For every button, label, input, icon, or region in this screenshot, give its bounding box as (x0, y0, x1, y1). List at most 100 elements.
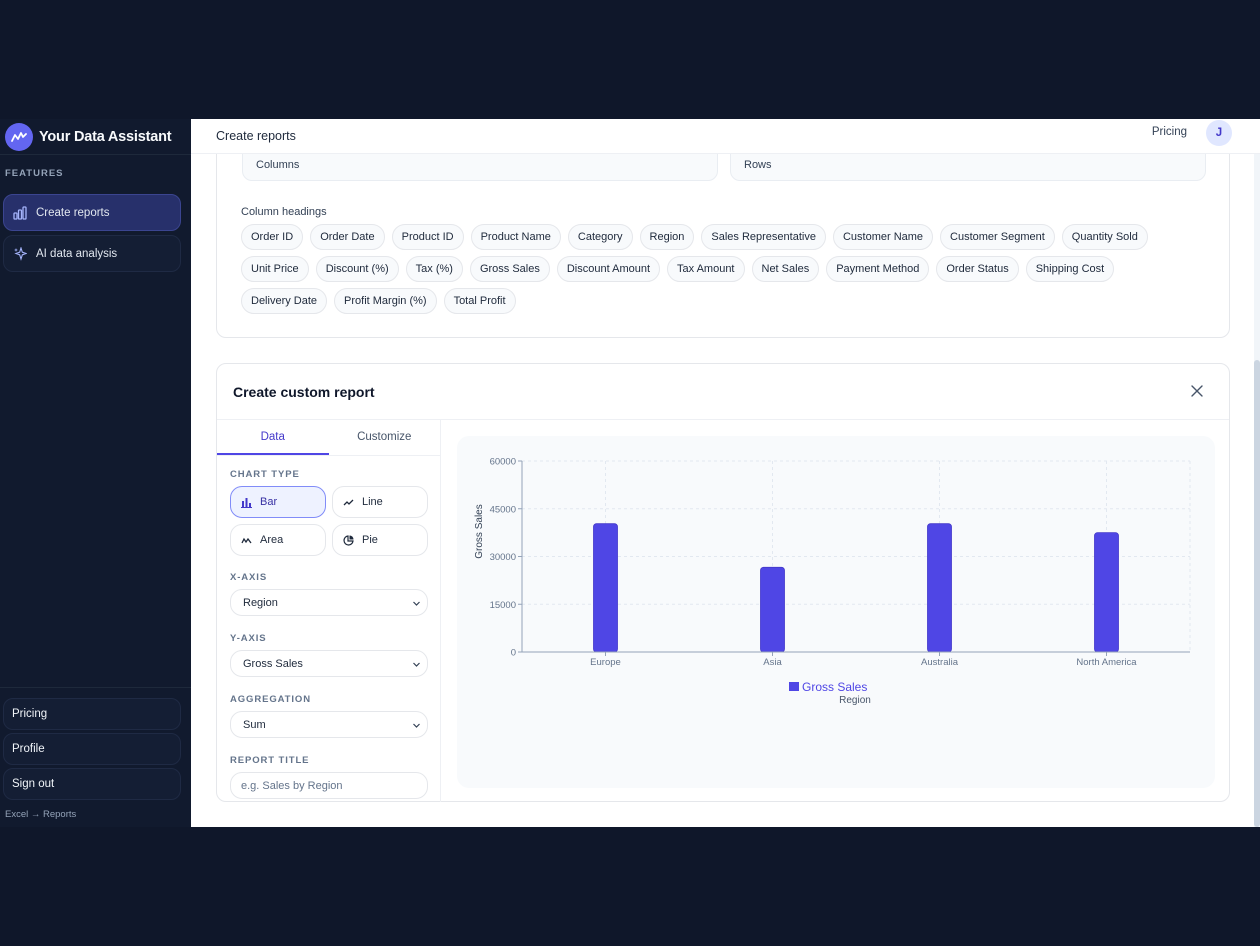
close-icon[interactable] (1190, 384, 1204, 398)
svg-text:Asia: Asia (763, 657, 782, 668)
svg-text:Australia: Australia (921, 657, 959, 668)
aggregation-label: AGGREGATION (230, 694, 311, 705)
columns-stat: Columns (242, 154, 718, 181)
svg-text:Gross Sales: Gross Sales (474, 504, 485, 558)
aggregation-select[interactable]: Sum (230, 711, 428, 738)
x-axis-value: Region (243, 596, 278, 609)
chart-type-pie-button[interactable]: Pie (332, 524, 428, 556)
svg-text:15000: 15000 (490, 600, 516, 611)
brand-name: Your Data Assistant (39, 128, 172, 145)
sidebar-item-ai-data-analysis[interactable]: AI data analysis (3, 235, 181, 272)
chart-type-label: Pie (362, 534, 378, 546)
svg-text:0: 0 (511, 648, 516, 659)
scrollbar[interactable] (1254, 154, 1260, 827)
column-chip[interactable]: Product Name (470, 224, 561, 250)
custom-report-header: Create custom report (217, 364, 1229, 420)
column-chip[interactable]: Discount Amount (556, 256, 661, 282)
chevron-down-icon (413, 662, 420, 667)
chart-type-grid: Bar Line Area Pie (230, 486, 440, 556)
custom-report-card: Create custom report Data Customize CHAR… (216, 363, 1230, 802)
chevron-down-icon (413, 601, 420, 606)
chart-type-area-button[interactable]: Area (230, 524, 326, 556)
column-chip[interactable]: Discount (%) (315, 256, 399, 282)
column-chip[interactable]: Profit Margin (%) (334, 288, 437, 314)
chart-type-label: Bar (260, 496, 278, 508)
column-chip[interactable]: Region (639, 224, 695, 250)
app-window: Your Data Assistant FEATURES Create repo… (0, 119, 1260, 827)
column-chip[interactable]: Unit Price (241, 256, 309, 282)
svg-text:Gross Sales: Gross Sales (802, 680, 867, 694)
config-tabs: Data Customize (217, 420, 440, 456)
report-config-panel: Data Customize CHART TYPE Bar Line (217, 420, 441, 802)
chart-type-line-button[interactable]: Line (332, 486, 428, 518)
dataset-summary-card: Columns Rows Column headings Order ID Or… (216, 154, 1230, 338)
chart-type-label: Area (260, 534, 284, 546)
x-axis-select[interactable]: Region (230, 589, 428, 616)
chevron-down-icon (413, 723, 420, 728)
column-chip[interactable]: Product ID (391, 224, 464, 250)
top-bar: Create reports Pricing J (191, 119, 1260, 154)
avatar[interactable]: J (1206, 120, 1232, 146)
y-axis-label: Y-AXIS (230, 633, 267, 644)
column-chip[interactable]: Tax Amount (667, 256, 745, 282)
svg-text:Region: Region (839, 695, 871, 706)
chart-type-label: CHART TYPE (230, 469, 300, 480)
brand[interactable]: Your Data Assistant (0, 119, 191, 155)
sidebar-profile-button[interactable]: Profile (3, 733, 181, 765)
tab-data[interactable]: Data (217, 420, 329, 455)
report-title-input[interactable]: e.g. Sales by Region (230, 772, 428, 799)
custom-report-title: Create custom report (233, 383, 375, 400)
chart-bars (593, 523, 1119, 653)
sidebar-sign-out-button[interactable]: Sign out (3, 768, 181, 800)
bar-chart-icon (13, 205, 27, 220)
svg-text:North America: North America (1076, 657, 1137, 668)
header-pricing-link[interactable]: Pricing (1151, 126, 1187, 138)
column-chip[interactable]: Category (567, 224, 633, 250)
column-headings-label: Column headings (241, 206, 327, 218)
column-chip[interactable]: Sales Representative (701, 224, 826, 250)
svg-text:Europe: Europe (590, 657, 621, 668)
sidebar-item-label: AI data analysis (36, 247, 118, 260)
sidebar-item-label: Create reports (36, 206, 110, 219)
column-chip[interactable]: Tax (%) (405, 256, 463, 282)
columns-label: Columns (256, 159, 300, 171)
y-axis-value: Gross Sales (243, 657, 303, 670)
column-headings-list: Order ID Order Date Product ID Product N… (241, 224, 1201, 320)
svg-text:45000: 45000 (490, 504, 516, 515)
sidebar-item-create-reports[interactable]: Create reports (3, 194, 181, 231)
column-chip[interactable]: Order ID (241, 224, 304, 250)
area-chart-icon (241, 537, 252, 543)
main-content: Create reports Pricing J Columns Rows Co… (191, 119, 1260, 827)
sparkle-icon (14, 246, 27, 261)
sidebar: Your Data Assistant FEATURES Create repo… (0, 119, 191, 827)
bar-chart-icon (241, 497, 252, 508)
column-chip[interactable]: Total Profit (443, 288, 516, 314)
column-chip[interactable]: Order Date (310, 224, 385, 250)
column-chip[interactable]: Payment Method (826, 256, 930, 282)
svg-text:30000: 30000 (490, 552, 516, 563)
scroll-thumb[interactable] (1254, 360, 1260, 827)
column-chip[interactable]: Customer Name (832, 224, 934, 250)
sidebar-pricing-button[interactable]: Pricing (3, 698, 181, 730)
rows-label: Rows (744, 159, 772, 171)
features-section-label: FEATURES (5, 168, 64, 179)
y-axis-select[interactable]: Gross Sales (230, 650, 428, 677)
svg-text:60000: 60000 (490, 457, 516, 468)
rows-stat: Rows (730, 154, 1206, 181)
footer-note: Excel → Reports (5, 809, 77, 820)
column-chip[interactable]: Quantity Sold (1061, 224, 1148, 250)
chart-type-bar-button[interactable]: Bar (230, 486, 326, 518)
x-axis-label: X-AXIS (230, 572, 268, 583)
chart-axes: 0 15000 30000 45000 60000 Europe Asia Australia… (474, 457, 1190, 706)
column-chip[interactable]: Delivery Date (241, 288, 328, 314)
column-chip[interactable]: Shipping Cost (1025, 256, 1115, 282)
column-chip[interactable]: Net Sales (751, 256, 820, 282)
page-title: Create reports (216, 129, 296, 143)
aggregation-value: Sum (243, 718, 266, 731)
column-chip[interactable]: Order Status (936, 256, 1019, 282)
chart-preview: 0 15000 30000 45000 60000 Europe Asia Australia… (457, 436, 1215, 788)
column-chip[interactable]: Gross Sales (469, 256, 550, 282)
column-chip[interactable]: Customer Segment (940, 224, 1055, 250)
scroll-area: Columns Rows Column headings Order ID Or… (191, 154, 1260, 827)
tab-customize[interactable]: Customize (357, 431, 412, 443)
